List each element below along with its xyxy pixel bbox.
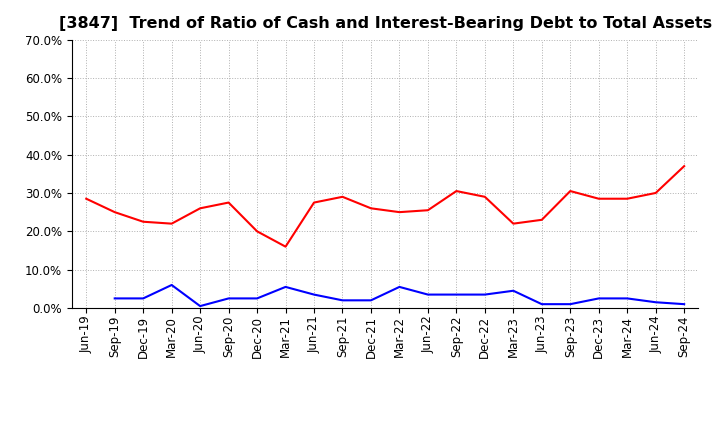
Interest-Bearing Debt	[338, 298, 347, 303]
Cash	[652, 191, 660, 196]
Interest-Bearing Debt	[310, 292, 318, 297]
Cash	[196, 205, 204, 211]
Cash	[595, 196, 603, 202]
Cash	[225, 200, 233, 205]
Interest-Bearing Debt	[452, 292, 461, 297]
Interest-Bearing Debt	[225, 296, 233, 301]
Cash	[537, 217, 546, 223]
Cash	[167, 221, 176, 226]
Cash	[253, 229, 261, 234]
Interest-Bearing Debt	[253, 296, 261, 301]
Interest-Bearing Debt	[366, 298, 375, 303]
Cash	[395, 209, 404, 215]
Title: [3847]  Trend of Ratio of Cash and Interest-Bearing Debt to Total Assets: [3847] Trend of Ratio of Cash and Intere…	[58, 16, 712, 32]
Interest-Bearing Debt	[196, 304, 204, 309]
Cash	[338, 194, 347, 199]
Interest-Bearing Debt	[566, 301, 575, 307]
Interest-Bearing Debt	[282, 284, 290, 290]
Cash	[509, 221, 518, 226]
Interest-Bearing Debt	[110, 296, 119, 301]
Line: Cash: Cash	[86, 166, 684, 247]
Interest-Bearing Debt	[537, 301, 546, 307]
Cash	[366, 205, 375, 211]
Cash	[139, 219, 148, 224]
Cash	[452, 188, 461, 194]
Interest-Bearing Debt	[395, 284, 404, 290]
Interest-Bearing Debt	[167, 282, 176, 288]
Line: Interest-Bearing Debt: Interest-Bearing Debt	[114, 285, 684, 306]
Interest-Bearing Debt	[623, 296, 631, 301]
Interest-Bearing Debt	[480, 292, 489, 297]
Interest-Bearing Debt	[680, 301, 688, 307]
Cash	[423, 208, 432, 213]
Interest-Bearing Debt	[139, 296, 148, 301]
Legend: Cash, Interest-Bearing Debt: Cash, Interest-Bearing Debt	[241, 435, 529, 440]
Interest-Bearing Debt	[652, 300, 660, 305]
Interest-Bearing Debt	[509, 288, 518, 293]
Cash	[110, 209, 119, 215]
Interest-Bearing Debt	[595, 296, 603, 301]
Cash	[623, 196, 631, 202]
Cash	[480, 194, 489, 199]
Cash	[82, 196, 91, 202]
Cash	[282, 244, 290, 249]
Cash	[680, 164, 688, 169]
Interest-Bearing Debt	[423, 292, 432, 297]
Cash	[566, 188, 575, 194]
Cash	[310, 200, 318, 205]
